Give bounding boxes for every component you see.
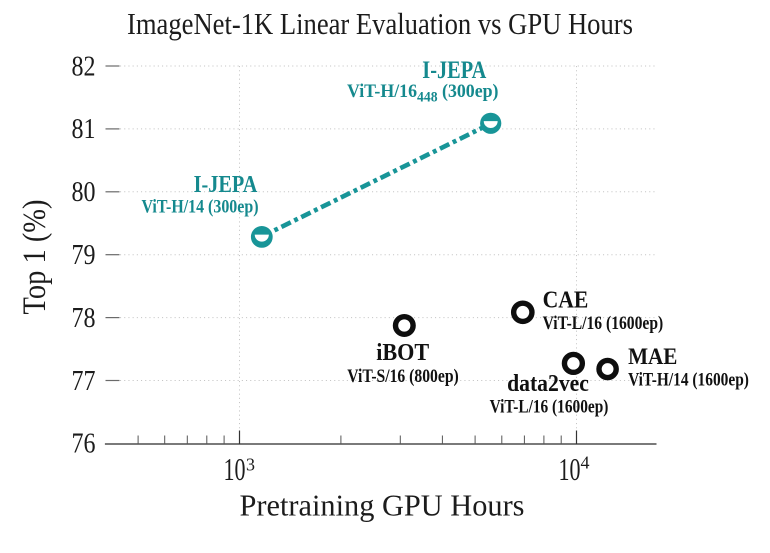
svg-text:Top 1 (%): Top 1 (%) [17,200,53,315]
svg-text:ViT-S/16 (800ep): ViT-S/16 (800ep) [347,366,459,387]
svg-text:CAE: CAE [543,288,589,314]
svg-text:ViT-H/14 (1600ep): ViT-H/14 (1600ep) [628,369,749,390]
svg-text:79: 79 [72,240,96,271]
svg-text:80: 80 [72,177,96,208]
svg-text:Pretraining GPU Hours: Pretraining GPU Hours [240,488,525,523]
svg-text:3: 3 [246,455,255,475]
svg-text:76: 76 [72,429,96,460]
svg-text:ImageNet-1K Linear Evaluation: ImageNet-1K Linear Evaluation vs GPU Hou… [127,6,633,41]
svg-text:77: 77 [72,366,96,397]
svg-text:4: 4 [581,453,590,473]
svg-text:iBOT: iBOT [376,340,429,366]
svg-text:ViT-H/14 (300ep): ViT-H/14 (300ep) [142,197,259,218]
svg-text:10: 10 [224,451,246,487]
svg-text:I-JEPA: I-JEPA [422,57,486,84]
svg-text:10: 10 [559,451,581,487]
svg-text:78: 78 [72,303,96,334]
svg-text:data2vec: data2vec [507,371,589,397]
svg-text:ViT-L/16 (1600ep): ViT-L/16 (1600ep) [490,397,609,418]
svg-text:MAE: MAE [628,344,677,370]
svg-text:81: 81 [72,114,96,145]
svg-text:ViT-L/16 (1600ep): ViT-L/16 (1600ep) [543,313,664,334]
svg-text:82: 82 [72,51,96,82]
svg-text:I-JEPA: I-JEPA [194,172,258,198]
